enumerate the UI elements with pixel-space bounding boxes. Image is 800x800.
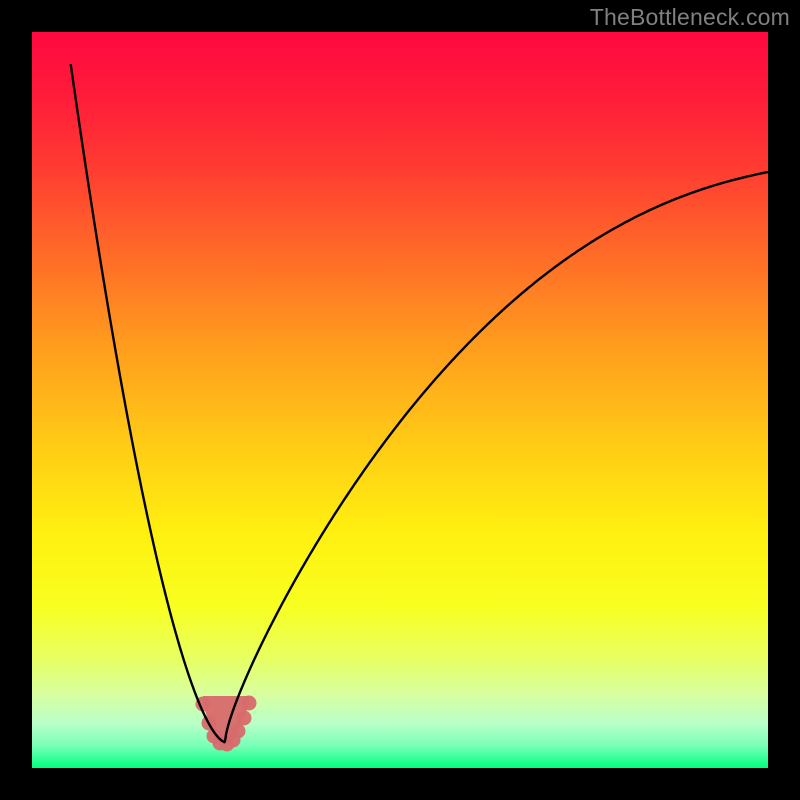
chart-svg bbox=[0, 0, 800, 800]
plot-background bbox=[32, 32, 768, 768]
marker-dot bbox=[237, 711, 252, 726]
chart-root: TheBottleneck.com bbox=[0, 0, 800, 800]
marker-dot bbox=[242, 696, 257, 711]
watermark-text: TheBottleneck.com bbox=[590, 4, 790, 31]
marker-dot bbox=[231, 724, 246, 739]
